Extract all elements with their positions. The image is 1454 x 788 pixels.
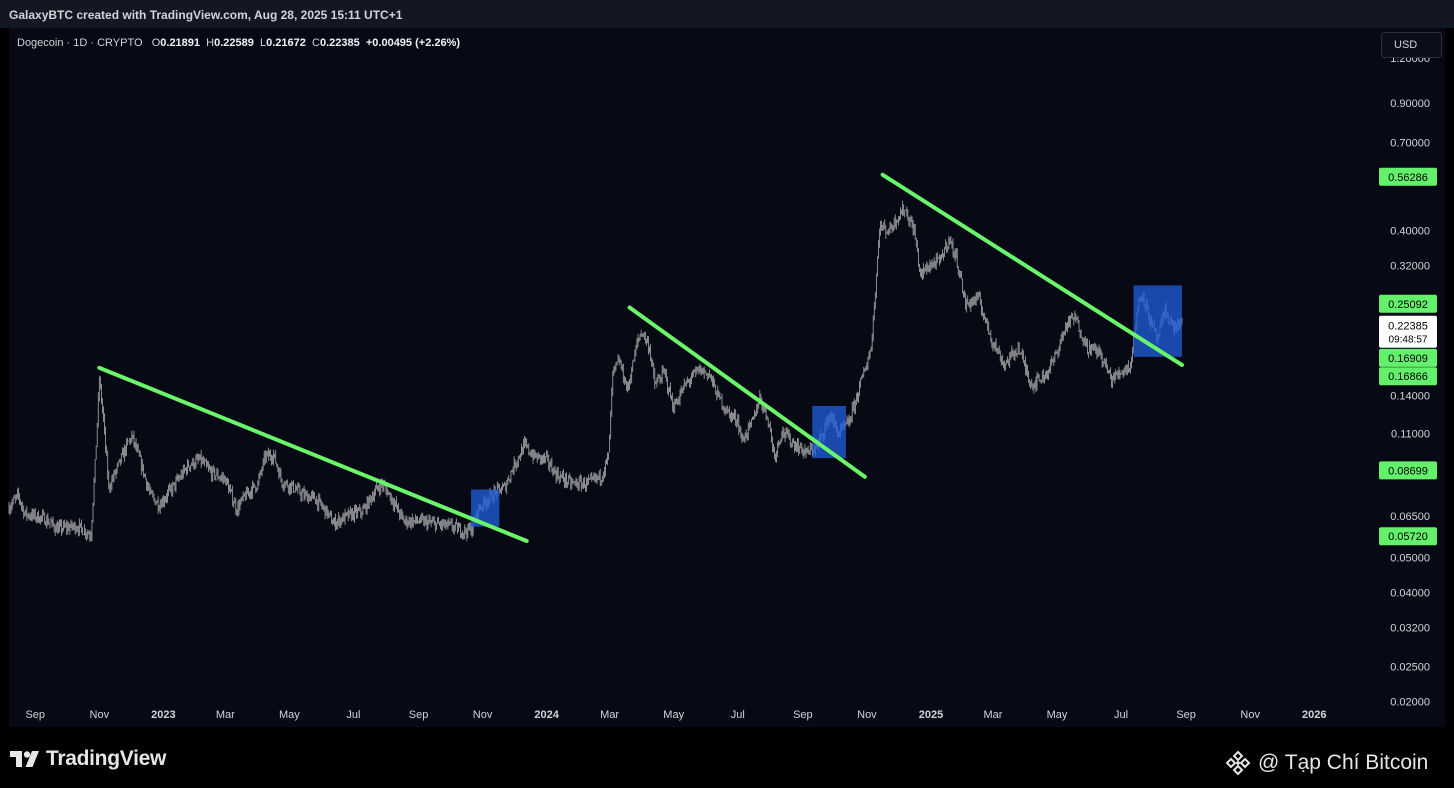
low-key: L: [260, 37, 267, 49]
price-label-box: [1379, 527, 1437, 546]
breakout-boxes: [471, 285, 1182, 527]
x-tick-label: Sep: [25, 709, 45, 721]
x-tick-label: Mar: [600, 709, 619, 721]
x-tick-label: May: [279, 709, 300, 721]
x-tick-label: Nov: [857, 709, 877, 721]
x-tick-label: 2026: [1302, 709, 1326, 721]
last-price-value: 0.22385: [1388, 321, 1428, 333]
price-label: 0.25092: [1388, 299, 1428, 311]
high-value: 0.22589: [214, 37, 254, 49]
x-tick-label: 2023: [151, 709, 175, 721]
trendline: [97, 365, 529, 543]
y-tick-label: 0.32000: [1390, 261, 1430, 273]
y-tick-label: 0.04000: [1390, 587, 1430, 599]
time-axis[interactable]: Sep Nov 2023 Mar May Jul Sep Nov 2024 Mar May Jul Se…: [25, 709, 1326, 721]
symbol-label: Dogecoin · 1D · CRYPTO: [17, 37, 143, 49]
price-label-box: [1379, 461, 1437, 480]
price-label: 0.05720: [1388, 531, 1428, 543]
price-label-box: [1379, 367, 1437, 386]
trendline: [627, 305, 867, 479]
y-tick-label: 0.05000: [1390, 552, 1430, 564]
price-labels: 0.56286 0.25092 0.16909 0.16866 0.08699 0.057…: [1379, 167, 1437, 546]
price-label: 0.16909: [1388, 353, 1428, 365]
close-key: C: [312, 37, 320, 49]
watermark: @ Tạp Chí Bitcoin: [1224, 749, 1428, 777]
caption-bar: GalaxyBTC created with TradingView.com, …: [0, 0, 1454, 28]
price-label: 0.08699: [1388, 465, 1428, 477]
bar-countdown: 09:48:57: [1389, 335, 1428, 346]
change-value: +0.00495 (+2.26%): [365, 37, 461, 49]
y-tick-label: 0.11000: [1391, 428, 1430, 440]
y-tick-label: 0.02000: [1390, 696, 1430, 708]
chart-caption: GalaxyBTC created with TradingView.com, …: [9, 8, 403, 22]
currency-button[interactable]: USD: [1381, 32, 1442, 58]
high-key: H: [206, 37, 215, 49]
price-label-box: [1379, 294, 1437, 313]
x-tick-label: Jul: [731, 709, 745, 721]
y-tick-label: 0.90000: [1390, 98, 1430, 110]
y-tick-label: 0.06500: [1390, 511, 1430, 523]
open-value: 0.21891: [160, 37, 201, 49]
tradingview-logo-icon: [10, 751, 39, 767]
open-key: O: [151, 37, 161, 49]
y-tick-label: 0.02500: [1390, 661, 1430, 673]
x-tick-label: 2024: [534, 709, 559, 721]
close-value: 0.22385: [319, 37, 360, 49]
low-value: 0.21672: [266, 37, 306, 49]
x-tick-label: May: [1047, 709, 1068, 721]
price-label-box: [1379, 348, 1437, 367]
x-tick-label: 2025: [919, 709, 943, 721]
y-tick-label: 0.03200: [1390, 623, 1430, 635]
x-tick-label: Sep: [1176, 709, 1196, 721]
price-label-box: [1379, 167, 1437, 186]
trendlines: [97, 172, 1184, 543]
watermark-text: @ Tạp Chí Bitcoin: [1258, 751, 1429, 774]
x-tick-label: Sep: [793, 709, 813, 721]
y-tick-label: 0.40000: [1390, 225, 1430, 237]
x-tick-label: Nov: [473, 709, 493, 721]
y-tick-label: 0.14000: [1390, 391, 1430, 403]
x-tick-label: May: [663, 709, 684, 721]
x-tick-label: Sep: [409, 709, 429, 721]
x-tick-label: Nov: [90, 709, 110, 721]
trendline: [880, 172, 1184, 367]
breakout-box: [1133, 285, 1182, 357]
tradingview-wordmark: TradingView: [46, 747, 167, 770]
ohlc-legend: Dogecoin · 1D · CRYPTO O0.21891 H0.22589…: [17, 37, 460, 49]
x-tick-label: Jul: [1114, 709, 1128, 721]
y-tick-label: 0.70000: [1390, 137, 1430, 149]
last-price-tag: [1379, 315, 1437, 348]
price-label: 0.16866: [1388, 371, 1428, 383]
x-tick-label: Nov: [1240, 709, 1260, 721]
binance-diamond-icon: [1225, 750, 1251, 776]
x-tick-label: Mar: [983, 709, 1002, 721]
price-label: 0.56286: [1388, 172, 1428, 184]
tradingview-logo[interactable]: TradingView: [10, 747, 166, 771]
x-tick-label: Mar: [216, 709, 235, 721]
footer: [0, 727, 1454, 788]
x-tick-label: Jul: [346, 709, 360, 721]
